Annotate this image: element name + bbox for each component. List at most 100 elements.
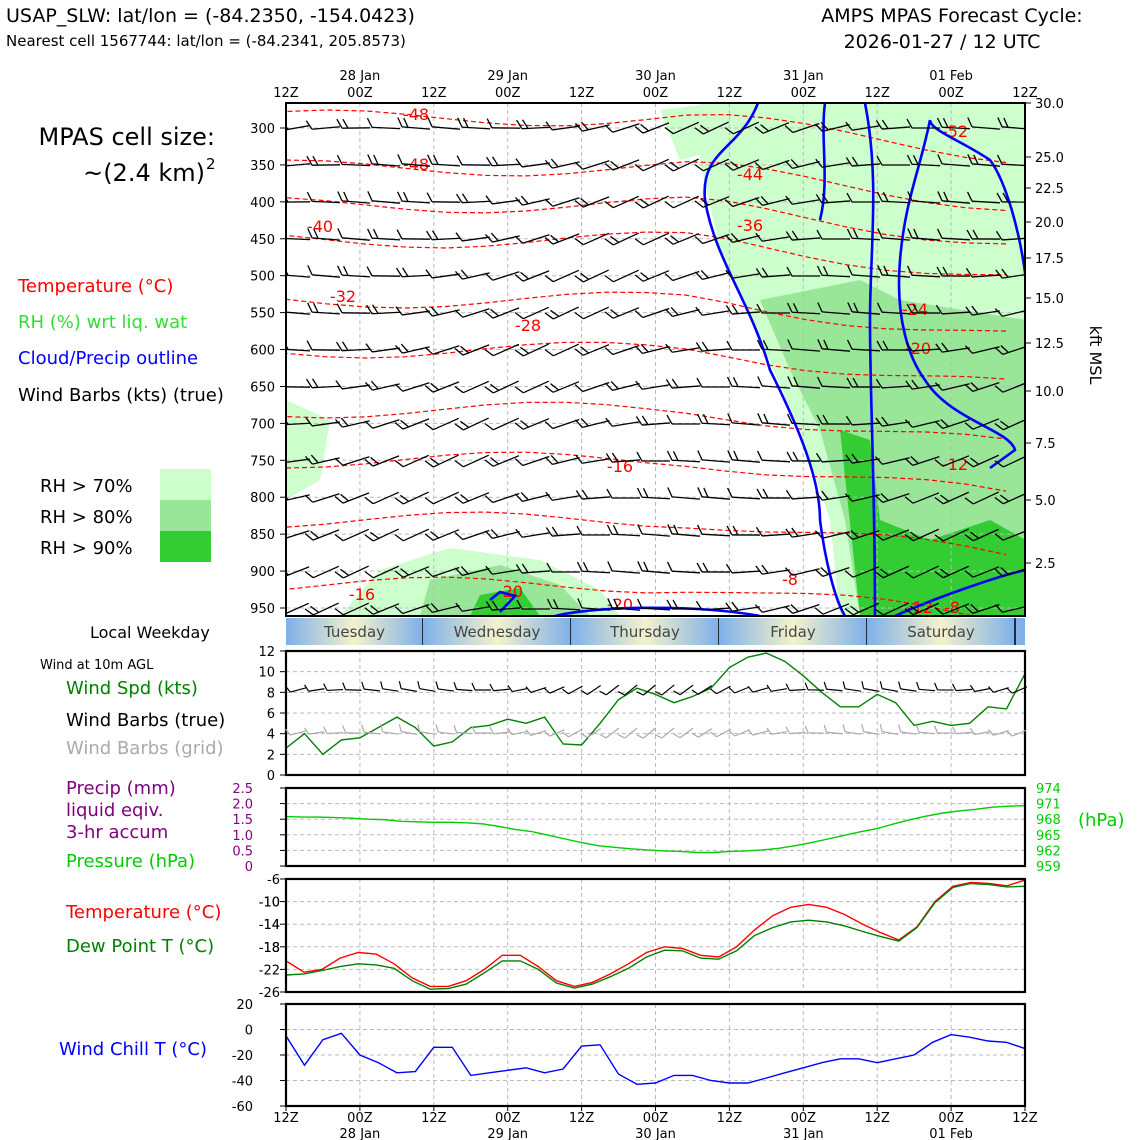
weekday-label: Local Weekday [90, 623, 210, 642]
forecast-cycle: 2026-01-27 / 12 UTC [844, 31, 1041, 53]
surface-barb [599, 727, 620, 739]
bottom-hour-label: 00Z [643, 1111, 669, 1126]
rh-region [660, 105, 720, 160]
surface-barb [654, 684, 675, 696]
surface-barb [304, 684, 325, 692]
pressure-tick-label: 965 [1036, 829, 1061, 844]
legend-item: Wind Chill T (°C) [59, 1039, 207, 1060]
pressure-tick-label: 900 [250, 565, 275, 580]
lower-legends: Wind Spd (kts) Wind Barbs (true) Wind Barb… [59, 678, 225, 1060]
rh-region [420, 565, 590, 616]
surface-barb [636, 727, 657, 739]
isotherm-label: -36 [737, 216, 763, 235]
height-axis-label: kft MSL [1086, 326, 1105, 385]
isotherm [285, 401, 1007, 440]
legend-item: Wind Barbs (grid) [66, 738, 224, 759]
pressure-tick-label: 400 [250, 196, 275, 211]
legend-item: liquid eqiv. [66, 800, 163, 821]
legend-item: Cloud/Precip outline [18, 348, 198, 369]
pressure-tick-label: 800 [250, 491, 275, 506]
rh80-swatch [160, 500, 211, 531]
legend-item: Wind Barbs (true) [66, 710, 225, 731]
pressure-tick-label: 300 [250, 122, 275, 137]
surface-barb [842, 724, 862, 735]
height-tick-label: 17.5 [1035, 252, 1064, 267]
height-tick-label: 30.0 [1035, 97, 1064, 112]
pressure-tick-label: 950 [250, 602, 275, 617]
legend-item: Dew Point T (°C) [66, 936, 214, 957]
rh70-swatch [160, 469, 211, 500]
isotherm-label: -48 [403, 105, 429, 124]
height-tick-label: 5.0 [1035, 494, 1056, 509]
cell-size-exponent: 2 [206, 155, 216, 173]
cloud-outline [489, 590, 518, 613]
surface-barb [654, 727, 675, 739]
surface-barb [380, 724, 399, 735]
precip-tick-label: 0.5 [232, 844, 253, 859]
surface-barb [766, 684, 787, 692]
surface-barb [710, 728, 731, 738]
surface-barb [673, 684, 694, 696]
surface-barb [951, 683, 973, 692]
legend-item: 3-hr accum [66, 822, 168, 843]
cloud-outline [928, 119, 1026, 281]
temp-tick-label: -18 [259, 941, 280, 956]
surface-barb [785, 726, 806, 735]
forecast-title: AMPS MPAS Forecast Cycle: [821, 5, 1082, 27]
temp-tick-label: -10 [259, 896, 280, 911]
height-tick-label: 12.5 [1035, 337, 1064, 352]
surface-barb [691, 728, 713, 738]
chill-tick-label: 20 [236, 998, 253, 1013]
bottom-hour-label: 12Z [864, 1111, 890, 1126]
surface-barb [898, 681, 917, 692]
surface-barb [861, 724, 880, 735]
pressure-tick-label: 974 [1036, 782, 1061, 797]
time-axes: 12Z 12Z 00Z 00Z 12Z 12Z 00Z 00Z 12Z 12Z 00Z 00Z 12Z 1… [273, 69, 1038, 1140]
surface-barb [987, 729, 1009, 736]
surface-barb [934, 682, 954, 691]
series-line [286, 879, 1026, 988]
surface-barb [861, 681, 880, 692]
isotherm-label: -40 [307, 217, 333, 236]
top-hour-label: 12Z [1012, 86, 1038, 101]
surface-barb [728, 686, 750, 694]
rh90-swatch [160, 531, 211, 562]
surface-barb [471, 682, 492, 691]
top-date-label: 01 Feb [929, 69, 973, 84]
precip-tick-label: 1.0 [232, 829, 253, 844]
surface-barb [543, 729, 565, 737]
wind10m-label: Wind at 10m AGL [40, 658, 154, 673]
windchill-panel: -60 -40 -20 0 20 [232, 998, 1027, 1115]
surface-barb [617, 727, 638, 739]
surface-barb [823, 681, 843, 692]
isotherm [285, 451, 1007, 492]
isotherm [285, 576, 975, 616]
isotherm [285, 109, 1007, 164]
bottom-hour-label: 00Z [791, 1111, 817, 1126]
pressure-tick-label: 750 [250, 454, 275, 469]
surface-barb [489, 726, 510, 735]
chill-tick-label: -60 [232, 1100, 253, 1115]
weekday-label: Tuesday [323, 623, 385, 641]
surface-barb [398, 724, 417, 735]
surface-barb [969, 684, 991, 693]
bottom-hour-label: 00Z [938, 1111, 964, 1126]
bottom-date-label: 01 Feb [929, 1127, 973, 1140]
pressure-tick-label: 550 [250, 307, 275, 322]
surface-barb [342, 682, 362, 691]
temperature-panel: -26-22-18-14-10-6-10-14-18 [259, 873, 1027, 1001]
top-hour-label: 12Z [717, 86, 743, 101]
surface-barb [879, 681, 898, 692]
bottom-hour-label: 12Z [273, 1111, 299, 1126]
surface-barb [747, 728, 769, 736]
weekday-label: Thursday [609, 623, 680, 641]
cloud-outline [818, 103, 827, 221]
isotherm [285, 511, 1007, 556]
pressure-unit-label: (hPa) [1078, 810, 1125, 831]
cell-size-value: ~(2.4 km) [83, 159, 205, 187]
isotherm-label: -32 [330, 287, 356, 306]
rh80-label: RH > 80% [40, 507, 133, 528]
surface-barb [951, 726, 973, 735]
surface-barb [489, 683, 510, 692]
